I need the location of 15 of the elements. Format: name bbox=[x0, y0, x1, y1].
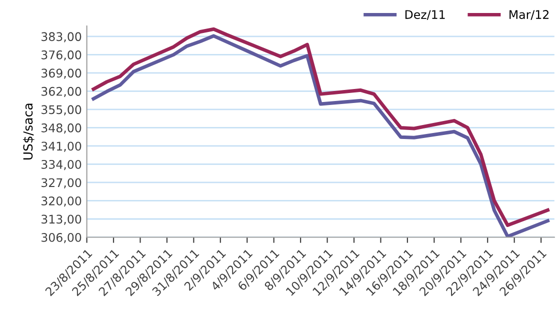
y-tick-label: 320,00 bbox=[42, 196, 82, 207]
y-tick-label: 376,00 bbox=[42, 50, 82, 61]
legend-label: Mar/12 bbox=[510, 10, 548, 20]
y-axis-title: US$/saca bbox=[22, 104, 34, 160]
y-tick-label: 383,00 bbox=[42, 32, 82, 42]
y-tick-label: 362,00 bbox=[42, 86, 82, 98]
y-tick-label: 334,00 bbox=[42, 160, 82, 170]
legend-label: Dez/11 bbox=[405, 10, 445, 20]
y-tick-label: 355,00 bbox=[42, 105, 82, 116]
y-tick-label: 313,00 bbox=[42, 214, 82, 225]
y-tick-label: 306,00 bbox=[42, 232, 82, 244]
y-tick-label: 348,00 bbox=[42, 123, 82, 134]
y-tick-label: 327,00 bbox=[42, 178, 82, 188]
y-tick-label: 369,00 bbox=[42, 68, 82, 79]
y-tick-label: 341,00 bbox=[42, 142, 82, 152]
